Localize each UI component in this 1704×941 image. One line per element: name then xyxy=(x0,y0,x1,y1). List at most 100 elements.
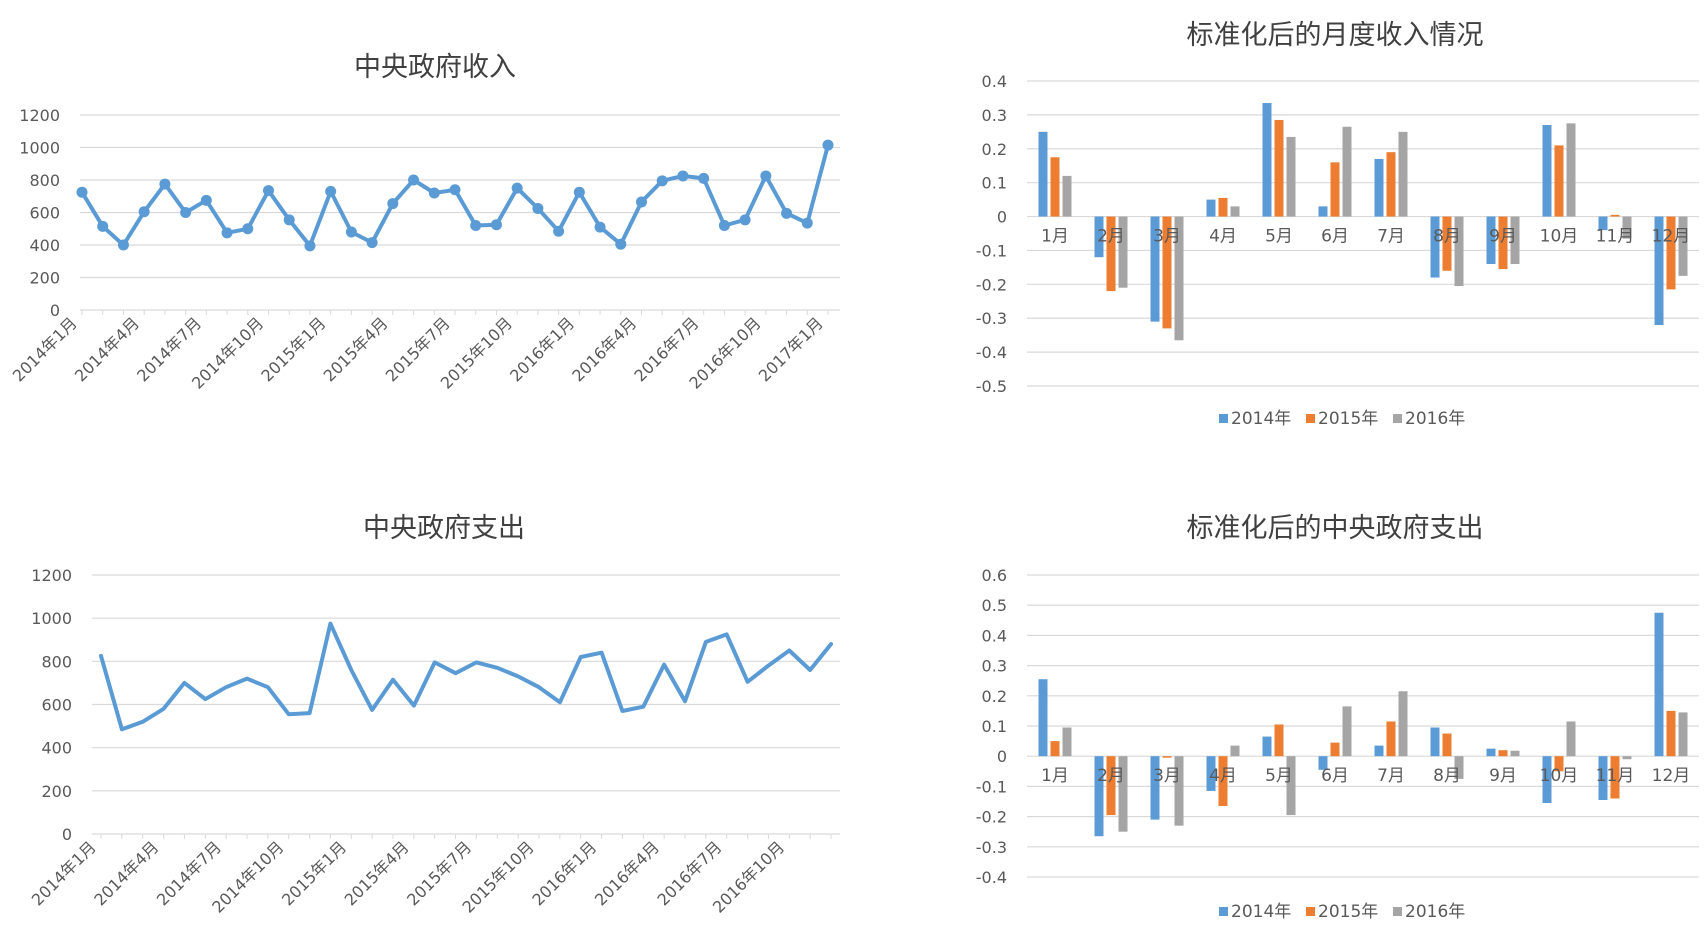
data-point xyxy=(76,186,88,198)
bar xyxy=(1386,721,1396,757)
legend-swatch xyxy=(1306,414,1315,423)
data-point xyxy=(138,206,150,218)
bar xyxy=(1542,125,1552,217)
category-label: 2月 xyxy=(1097,766,1125,786)
data-point xyxy=(573,186,585,198)
y-tick-label: -0.5 xyxy=(976,377,1007,396)
data-point xyxy=(698,172,710,184)
y-tick-label: 400 xyxy=(29,236,60,255)
data-point xyxy=(656,175,668,187)
chart-title: 标准化后的月度收入情况 xyxy=(1187,20,1484,51)
legend-label: 2015年 xyxy=(1318,902,1378,922)
legend-label: 2015年 xyxy=(1318,409,1378,429)
data-point xyxy=(511,182,523,194)
bar xyxy=(1386,152,1396,217)
category-label: 5月 xyxy=(1265,766,1293,786)
bar xyxy=(1050,157,1060,217)
bar xyxy=(1678,216,1688,276)
data-point xyxy=(159,178,171,190)
data-point xyxy=(553,225,565,237)
bar xyxy=(1654,216,1664,325)
data-point xyxy=(615,238,627,250)
x-tick-label: 2016年4月 xyxy=(568,313,640,385)
category-label: 11月 xyxy=(1596,766,1635,786)
y-tick-label: 0.4 xyxy=(982,72,1007,91)
bar xyxy=(1094,756,1104,837)
data-point xyxy=(760,170,772,182)
bar xyxy=(1486,216,1496,264)
data-point xyxy=(408,174,420,186)
category-label: 1月 xyxy=(1041,227,1069,247)
bar xyxy=(1174,756,1184,826)
y-tick-label: 0 xyxy=(50,301,60,320)
y-tick-label: -0.3 xyxy=(976,838,1007,857)
x-tick-label: 2015年1月 xyxy=(278,837,350,909)
category-label: 12月 xyxy=(1652,766,1691,786)
category-label: 5月 xyxy=(1265,227,1293,247)
bar xyxy=(1174,216,1184,341)
category-label: 10月 xyxy=(1540,766,1579,786)
bar xyxy=(1230,745,1240,757)
data-point xyxy=(283,214,295,226)
y-tick-label: 800 xyxy=(41,652,72,671)
y-tick-label: -0.2 xyxy=(976,275,1007,294)
bar xyxy=(1510,216,1520,264)
x-tick-label: 2017年1月 xyxy=(755,313,827,385)
bar xyxy=(1622,756,1632,760)
bar xyxy=(1094,216,1104,258)
data-point xyxy=(449,184,461,196)
legend-swatch xyxy=(1219,907,1228,916)
y-tick-label: 0 xyxy=(997,208,1007,227)
bar xyxy=(1162,756,1172,758)
bar xyxy=(1206,199,1216,217)
data-point xyxy=(325,185,337,197)
series-line xyxy=(80,143,830,248)
y-tick-label: 0.6 xyxy=(982,566,1007,585)
bar xyxy=(1330,742,1340,757)
category-label: 6月 xyxy=(1321,227,1349,247)
y-tick-label: 0.4 xyxy=(982,626,1007,645)
bar xyxy=(1038,131,1048,217)
chart-title: 中央政府收入 xyxy=(354,52,516,83)
y-tick-label: 1200 xyxy=(19,106,60,125)
bar xyxy=(1262,103,1272,217)
x-tick-label: 2015年1月 xyxy=(257,313,329,385)
x-tick-label: 2016年1月 xyxy=(506,313,578,385)
bar xyxy=(1206,756,1216,791)
category-label: 12月 xyxy=(1652,227,1691,247)
category-label: 4月 xyxy=(1209,227,1237,247)
data-point xyxy=(304,240,316,252)
data-point xyxy=(781,207,793,219)
bar xyxy=(1398,691,1408,757)
bar xyxy=(1554,756,1564,772)
bar xyxy=(1286,136,1296,217)
bar xyxy=(1318,756,1328,770)
x-tick-label: 2014年1月 xyxy=(28,837,100,909)
bar xyxy=(1486,748,1496,757)
bar xyxy=(1510,750,1520,757)
bar xyxy=(1654,612,1664,757)
data-point xyxy=(366,237,378,249)
bar xyxy=(1498,216,1508,270)
y-tick-label: 200 xyxy=(41,782,72,801)
data-point xyxy=(636,196,647,208)
category-label: 11月 xyxy=(1596,227,1635,247)
legend-label: 2016年 xyxy=(1405,409,1465,429)
x-tick-label: 2014年4月 xyxy=(71,313,143,385)
category-label: 9月 xyxy=(1489,766,1517,786)
bar xyxy=(1398,131,1408,217)
data-point xyxy=(200,194,212,206)
bar xyxy=(1430,216,1440,278)
y-tick-label: -0.1 xyxy=(976,241,1007,260)
bar xyxy=(1286,756,1296,816)
data-point xyxy=(97,220,109,232)
data-point xyxy=(532,202,544,214)
bar xyxy=(1218,756,1228,807)
x-tick-label: 2016年4月 xyxy=(591,837,663,909)
legend-label: 2016年 xyxy=(1405,902,1465,922)
bar xyxy=(1106,216,1116,292)
bar xyxy=(1330,162,1340,217)
legend-swatch xyxy=(1393,414,1402,423)
category-label: 7月 xyxy=(1377,766,1405,786)
